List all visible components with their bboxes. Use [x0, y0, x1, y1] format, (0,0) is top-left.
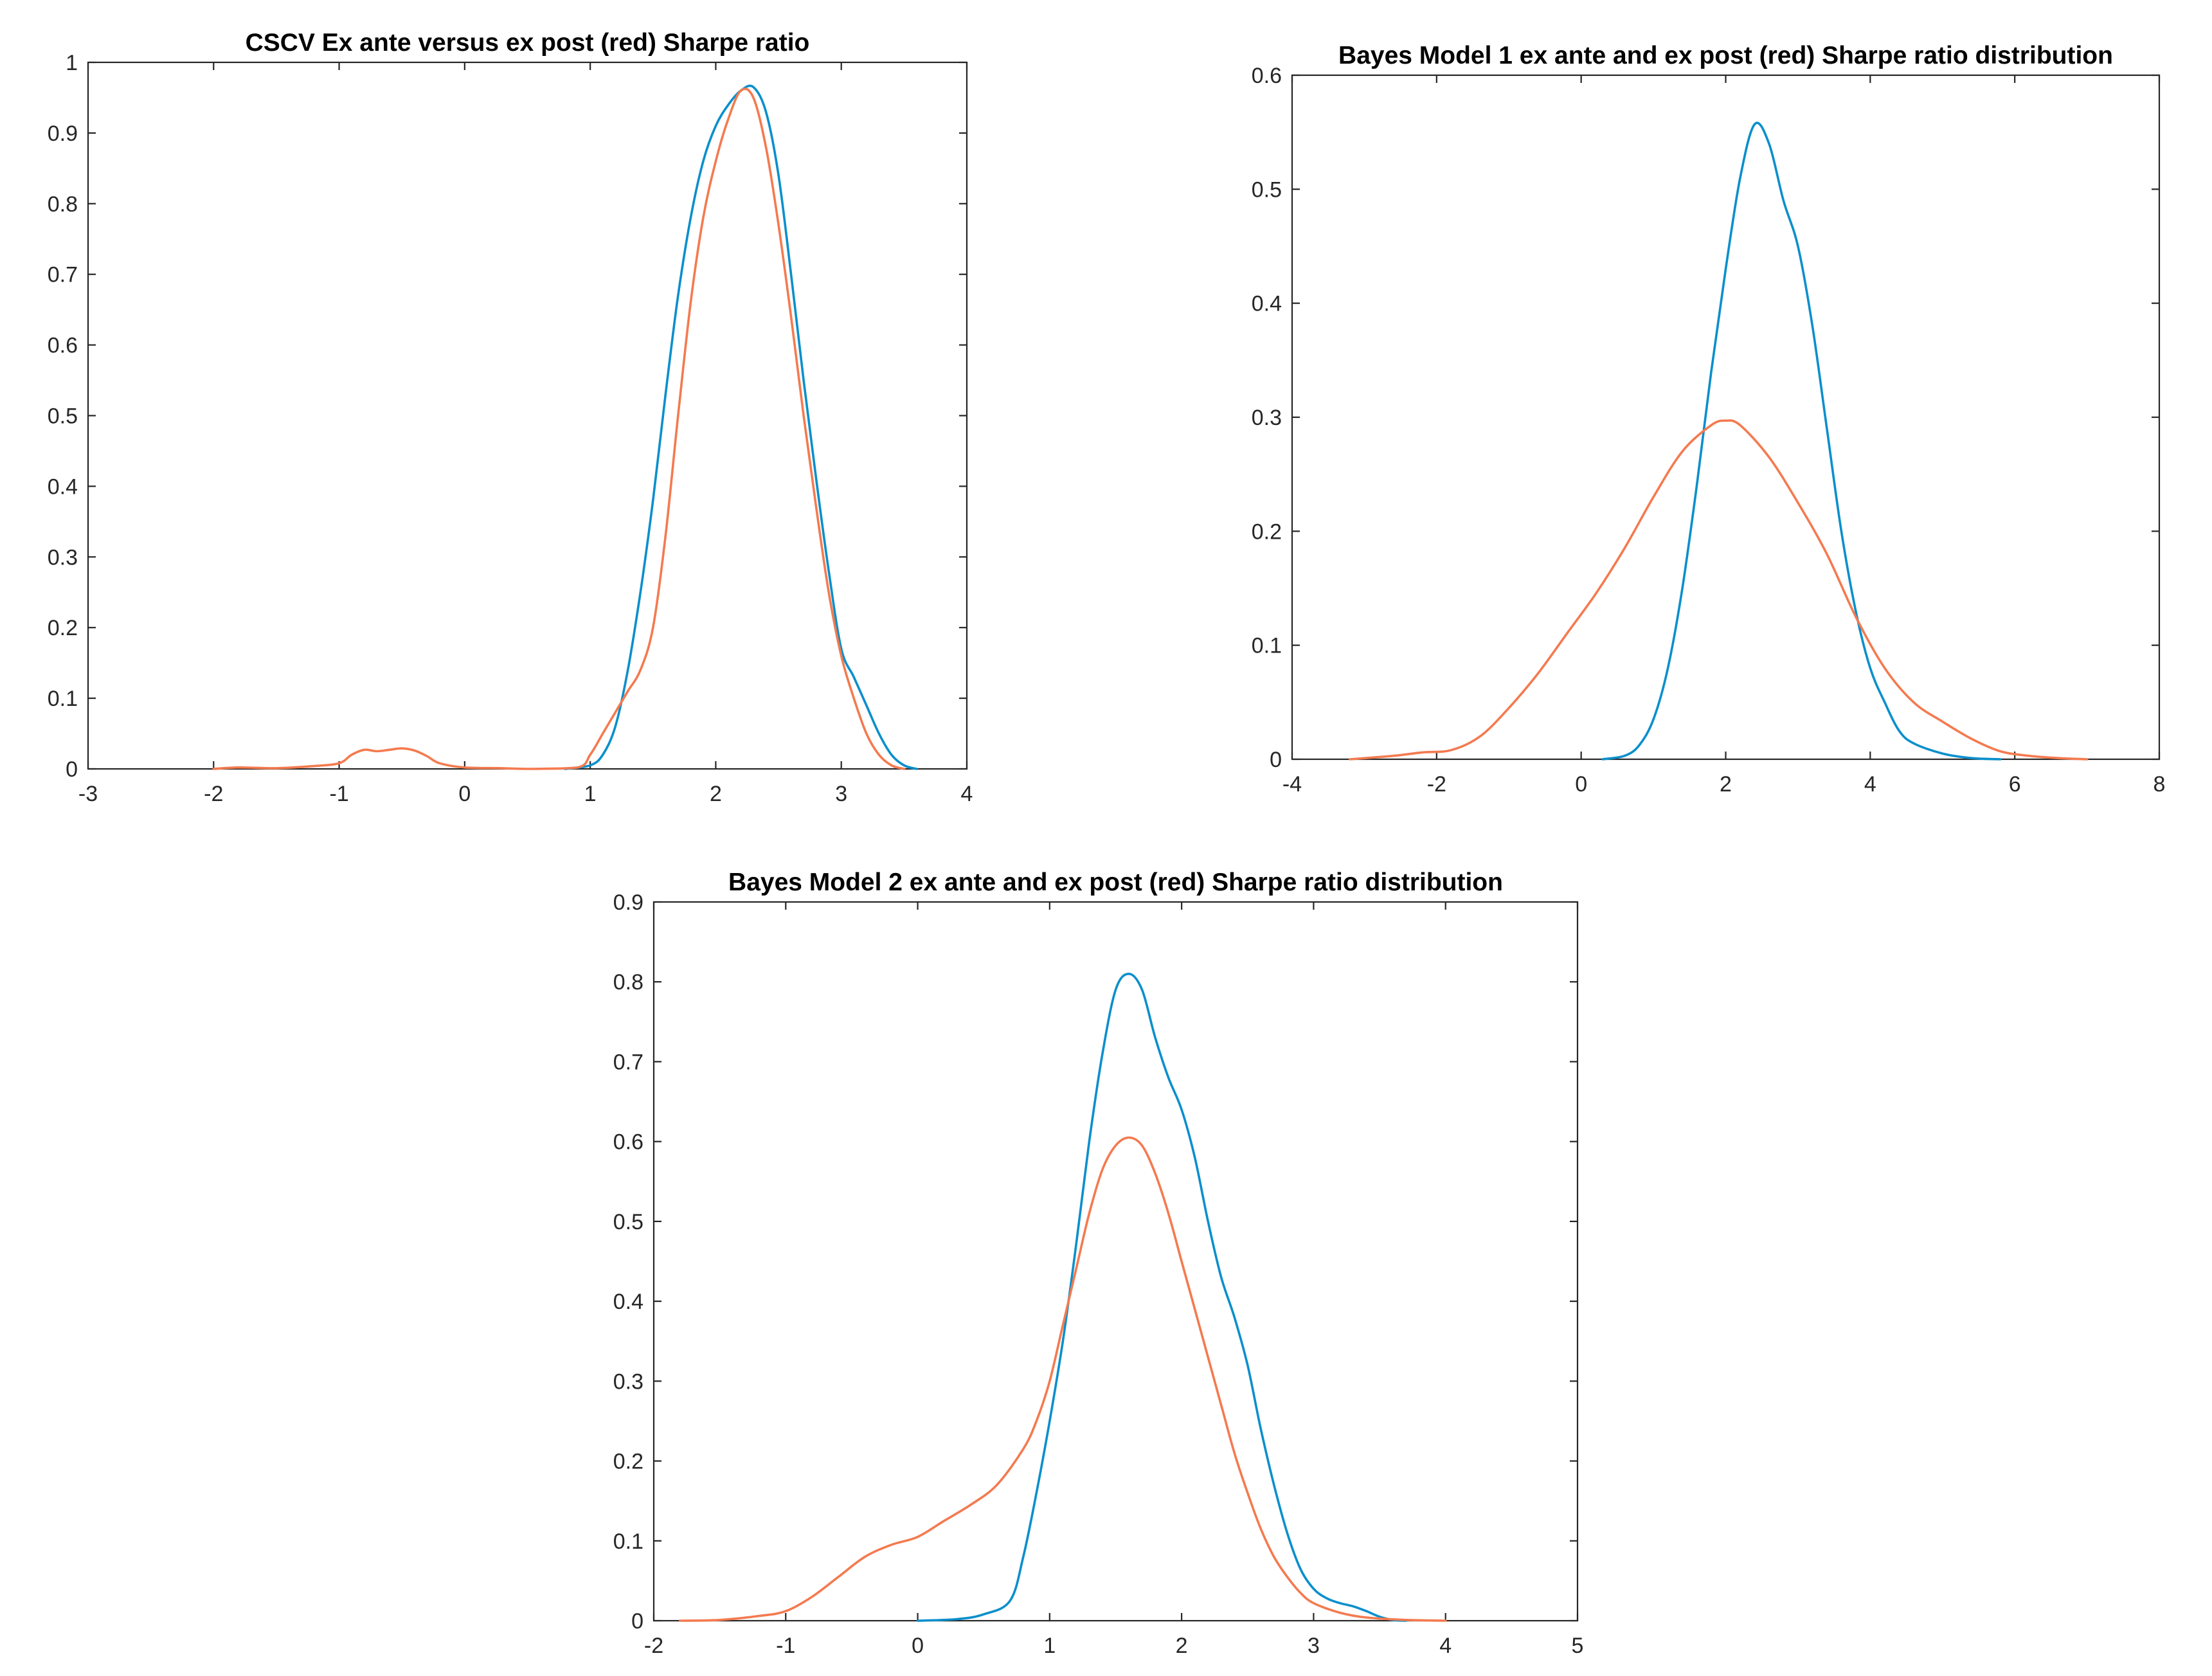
y-tick-label: 0.6 — [1252, 64, 1282, 88]
chart-panel-cscv: CSCV Ex ante versus ex post (red) Sharpe… — [48, 29, 973, 806]
x-tick-label: 0 — [912, 1634, 924, 1658]
y-tick-label: 0.5 — [48, 404, 78, 429]
y-tick-label: 0.4 — [613, 1290, 643, 1314]
x-tick-label: 4 — [1864, 772, 1876, 797]
y-tick-label: 0.9 — [613, 890, 643, 915]
series-line-ex-ante — [564, 84, 918, 770]
y-tick-label: 0.7 — [48, 263, 78, 287]
x-tick-label: 1 — [584, 782, 597, 806]
series-line-ex-post — [1349, 419, 2089, 761]
x-tick-label: -1 — [329, 782, 348, 806]
x-tick-label: 0 — [458, 782, 471, 806]
chart-panel-bayes-model-2: Bayes Model 2 ex ante and ex post (red) … — [613, 869, 1584, 1658]
y-tick-label: 0.2 — [1252, 519, 1282, 544]
y-tick-label: 0.1 — [1252, 634, 1282, 658]
x-tick-label: -2 — [644, 1634, 663, 1658]
y-tick-label: 0.5 — [613, 1210, 643, 1234]
x-tick-label: -2 — [1427, 772, 1446, 797]
y-tick-label: 0 — [631, 1609, 643, 1634]
y-tick-label: 0.8 — [613, 970, 643, 995]
series-line-ex-post — [212, 87, 906, 770]
x-tick-label: 2 — [1720, 772, 1732, 797]
chart-panel-bayes-model-1: Bayes Model 1 ex ante and ex post (red) … — [1252, 42, 2166, 797]
series-line-ex-post — [679, 1136, 1447, 1622]
chart-title: CSCV Ex ante versus ex post (red) Sharpe… — [246, 29, 810, 57]
y-tick-label: 0.7 — [613, 1050, 643, 1074]
x-tick-label: 2 — [710, 782, 722, 806]
y-tick-label: 0.5 — [1252, 177, 1282, 202]
y-tick-label: 0.8 — [48, 192, 78, 217]
x-tick-label: 3 — [1308, 1634, 1320, 1658]
x-tick-label: 5 — [1572, 1634, 1584, 1658]
y-tick-label: 0.1 — [613, 1529, 643, 1554]
y-tick-label: 0.2 — [48, 616, 78, 640]
series-line-ex-ante — [1601, 122, 2002, 761]
chart-title: Bayes Model 1 ex ante and ex post (red) … — [1338, 42, 2113, 69]
series-line-ex-ante — [916, 973, 1407, 1622]
x-tick-label: 4 — [961, 782, 973, 806]
y-tick-label: 0.6 — [48, 334, 78, 358]
y-tick-label: 0.6 — [613, 1130, 643, 1155]
y-tick-label: 0.1 — [48, 687, 78, 711]
y-tick-label: 0.4 — [48, 474, 78, 499]
y-tick-label: 0.2 — [613, 1450, 643, 1474]
y-tick-label: 0.3 — [48, 545, 78, 570]
x-tick-label: 6 — [2009, 772, 2021, 797]
x-tick-label: 2 — [1176, 1634, 1188, 1658]
x-tick-label: -2 — [204, 782, 223, 806]
axes-box — [1291, 74, 2161, 761]
axes-box — [652, 901, 1579, 1622]
x-tick-label: 1 — [1043, 1634, 1056, 1658]
axes-box — [87, 61, 968, 770]
x-tick-label: -4 — [1282, 772, 1302, 797]
y-tick-label: 0.3 — [613, 1369, 643, 1394]
x-tick-label: 4 — [1439, 1634, 1452, 1658]
y-tick-label: 0.9 — [48, 122, 78, 146]
y-tick-label: 1 — [66, 51, 78, 75]
x-tick-label: -1 — [776, 1634, 795, 1658]
chart-title: Bayes Model 2 ex ante and ex post (red) … — [728, 869, 1503, 896]
y-tick-label: 0.4 — [1252, 292, 1282, 316]
x-tick-label: 8 — [2154, 772, 2166, 797]
y-tick-label: 0 — [1270, 748, 1282, 772]
x-tick-label: -3 — [78, 782, 98, 806]
x-tick-label: 3 — [835, 782, 847, 806]
y-tick-label: 0 — [66, 757, 78, 782]
y-tick-label: 0.3 — [1252, 406, 1282, 430]
x-tick-label: 0 — [1575, 772, 1587, 797]
